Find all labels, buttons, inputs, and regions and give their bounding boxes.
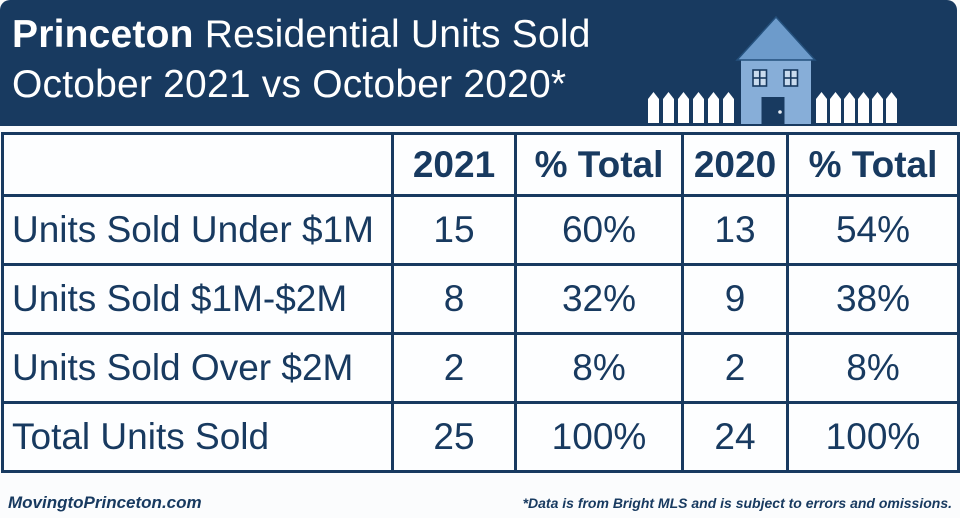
house-icon bbox=[648, 15, 897, 124]
table-row: Units Sold $1M-$2M 8 32% 9 38% bbox=[1, 263, 960, 335]
cell-2020: 13 bbox=[681, 194, 789, 266]
row-label: Units Sold Over $2M bbox=[1, 332, 394, 404]
table-row: Units Sold Under $1M 15 60% 13 54% bbox=[1, 194, 960, 266]
cell-pct-2021: 100% bbox=[514, 401, 684, 473]
cell-pct-2021: 32% bbox=[514, 263, 684, 335]
row-label: Total Units Sold bbox=[1, 401, 394, 473]
cell-pct-2021: 60% bbox=[514, 194, 684, 266]
units-sold-table: 2021 % Total 2020 % Total Units Sold Und… bbox=[1, 132, 960, 473]
cell-2020: 9 bbox=[681, 263, 789, 335]
cell-pct-2020: 38% bbox=[786, 263, 960, 335]
page-title: Princeton Residential Units Sold October… bbox=[12, 10, 591, 110]
picket-fence-icon bbox=[816, 92, 897, 123]
title-brand: Princeton bbox=[12, 13, 194, 56]
house-window bbox=[752, 69, 768, 87]
cell-pct-2021: 8% bbox=[514, 332, 684, 404]
cell-2021: 15 bbox=[391, 194, 517, 266]
header-cell-2020: 2020 bbox=[681, 132, 789, 197]
cell-pct-2020: 100% bbox=[786, 401, 960, 473]
row-label: Units Sold $1M-$2M bbox=[1, 263, 394, 335]
title-line-1: Princeton Residential Units Sold bbox=[12, 10, 591, 60]
cell-2020: 24 bbox=[681, 401, 789, 473]
table-row: Total Units Sold 25 100% 24 100% bbox=[1, 401, 960, 473]
title-line-2: October 2021 vs October 2020* bbox=[12, 63, 567, 106]
cell-2020: 2 bbox=[681, 332, 789, 404]
brand-url: MovingtoPrinceton.com bbox=[8, 493, 202, 512]
cell-pct-2020: 54% bbox=[786, 194, 960, 266]
header-cell-blank bbox=[1, 132, 394, 197]
header-cell-2021: 2021 bbox=[391, 132, 517, 197]
house-door bbox=[761, 97, 785, 124]
header-cell-pct-2021: % Total bbox=[514, 132, 684, 197]
data-source-disclaimer: *Data is from Bright MLS and is subject … bbox=[522, 495, 952, 511]
header-banner: Princeton Residential Units Sold October… bbox=[0, 0, 957, 126]
cell-2021: 25 bbox=[391, 401, 517, 473]
table-header-row: 2021 % Total 2020 % Total bbox=[1, 132, 960, 197]
header-cell-pct-2020: % Total bbox=[786, 132, 960, 197]
house-window bbox=[783, 69, 799, 87]
picket-fence-icon bbox=[648, 92, 734, 123]
footer: MovingtoPrinceton.com *Data is from Brig… bbox=[0, 488, 960, 518]
table-row: Units Sold Over $2M 2 8% 2 8% bbox=[1, 332, 960, 404]
cell-2021: 8 bbox=[391, 263, 517, 335]
house-roof bbox=[735, 15, 817, 61]
door-knob bbox=[778, 110, 782, 114]
row-label: Units Sold Under $1M bbox=[1, 194, 394, 266]
title-rest: Residential Units Sold bbox=[193, 13, 591, 56]
cell-pct-2020: 8% bbox=[786, 332, 960, 404]
cell-2021: 2 bbox=[391, 332, 517, 404]
